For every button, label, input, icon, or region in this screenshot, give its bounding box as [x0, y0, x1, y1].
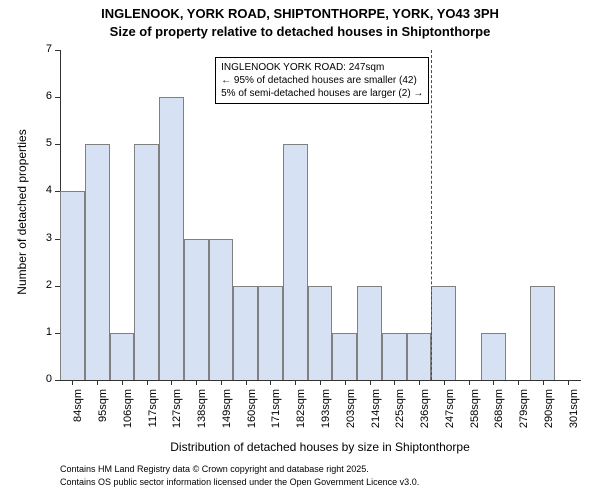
chart-title-line1: INGLENOOK, YORK ROAD, SHIPTONTHORPE, YOR… [0, 6, 600, 21]
x-tick-label: 127sqm [171, 389, 183, 439]
histogram-bar [60, 191, 85, 380]
y-tick-label: 5 [32, 137, 52, 149]
histogram-bar [382, 333, 407, 380]
x-tick-label: 149sqm [221, 389, 233, 439]
y-tick-label: 2 [32, 279, 52, 291]
x-tick-label: 214sqm [370, 389, 382, 439]
x-tick-label: 160sqm [246, 389, 258, 439]
x-tick-label: 247sqm [444, 389, 456, 439]
x-tick-mark [493, 380, 494, 385]
chart-title-line2: Size of property relative to detached ho… [0, 24, 600, 39]
y-tick-label: 3 [32, 232, 52, 244]
x-tick-mark [543, 380, 544, 385]
annotation-line2: ← 95% of detached houses are smaller (42… [221, 74, 423, 87]
histogram-bar [184, 239, 209, 380]
x-tick-label: 193sqm [320, 389, 332, 439]
x-tick-mark [370, 380, 371, 385]
x-tick-label: 225sqm [394, 389, 406, 439]
histogram-bar [110, 333, 135, 380]
histogram-bar [209, 239, 234, 380]
reference-annotation: INGLENOOK YORK ROAD: 247sqm ← 95% of det… [215, 57, 429, 104]
histogram-bar [407, 333, 432, 380]
x-tick-label: 236sqm [419, 389, 431, 439]
x-tick-mark [196, 380, 197, 385]
histogram-bar [431, 286, 456, 380]
x-axis-label: Distribution of detached houses by size … [60, 440, 580, 454]
x-tick-label: 182sqm [295, 389, 307, 439]
histogram-bar [159, 97, 184, 380]
y-tick-label: 6 [32, 90, 52, 102]
y-tick-label: 4 [32, 184, 52, 196]
y-tick-mark [55, 144, 60, 145]
x-tick-mark [419, 380, 420, 385]
x-tick-mark [518, 380, 519, 385]
x-tick-label: 301sqm [568, 389, 580, 439]
x-tick-label: 279sqm [518, 389, 530, 439]
histogram-bar [357, 286, 382, 380]
y-tick-mark [55, 50, 60, 51]
x-tick-mark [469, 380, 470, 385]
x-tick-label: 138sqm [196, 389, 208, 439]
y-tick-mark [55, 97, 60, 98]
reference-line [431, 50, 432, 380]
histogram-bar [258, 286, 283, 380]
property-size-histogram: INGLENOOK, YORK ROAD, SHIPTONTHORPE, YOR… [0, 0, 600, 500]
histogram-bar [481, 333, 506, 380]
histogram-bar [530, 286, 555, 380]
x-tick-mark [444, 380, 445, 385]
x-tick-mark [72, 380, 73, 385]
x-tick-mark [171, 380, 172, 385]
x-tick-mark [246, 380, 247, 385]
y-tick-mark [55, 380, 60, 381]
x-tick-mark [320, 380, 321, 385]
x-tick-mark [295, 380, 296, 385]
histogram-bar [308, 286, 333, 380]
x-tick-label: 106sqm [122, 389, 134, 439]
x-tick-mark [97, 380, 98, 385]
histogram-bar [332, 333, 357, 380]
x-tick-label: 117sqm [147, 389, 159, 439]
y-tick-label: 7 [32, 43, 52, 55]
footer-line2: Contains OS public sector information li… [60, 477, 419, 487]
y-axis-label: Number of detached properties [15, 112, 29, 312]
x-tick-mark [345, 380, 346, 385]
x-tick-label: 268sqm [493, 389, 505, 439]
histogram-bar [134, 144, 159, 380]
x-tick-mark [394, 380, 395, 385]
x-tick-label: 203sqm [345, 389, 357, 439]
x-tick-label: 290sqm [543, 389, 555, 439]
y-tick-label: 0 [32, 373, 52, 385]
histogram-bar [283, 144, 308, 380]
x-tick-mark [270, 380, 271, 385]
x-tick-label: 95sqm [97, 389, 109, 439]
histogram-bar [233, 286, 258, 380]
x-tick-label: 171sqm [270, 389, 282, 439]
annotation-line1: INGLENOOK YORK ROAD: 247sqm [221, 61, 423, 74]
annotation-line3: 5% of semi-detached houses are larger (2… [221, 87, 423, 100]
x-tick-label: 84sqm [72, 389, 84, 439]
x-tick-mark [568, 380, 569, 385]
y-tick-label: 1 [32, 326, 52, 338]
histogram-bar [85, 144, 110, 380]
x-tick-mark [221, 380, 222, 385]
x-tick-mark [147, 380, 148, 385]
x-tick-label: 258sqm [469, 389, 481, 439]
footer-line1: Contains HM Land Registry data © Crown c… [60, 464, 369, 474]
x-tick-mark [122, 380, 123, 385]
